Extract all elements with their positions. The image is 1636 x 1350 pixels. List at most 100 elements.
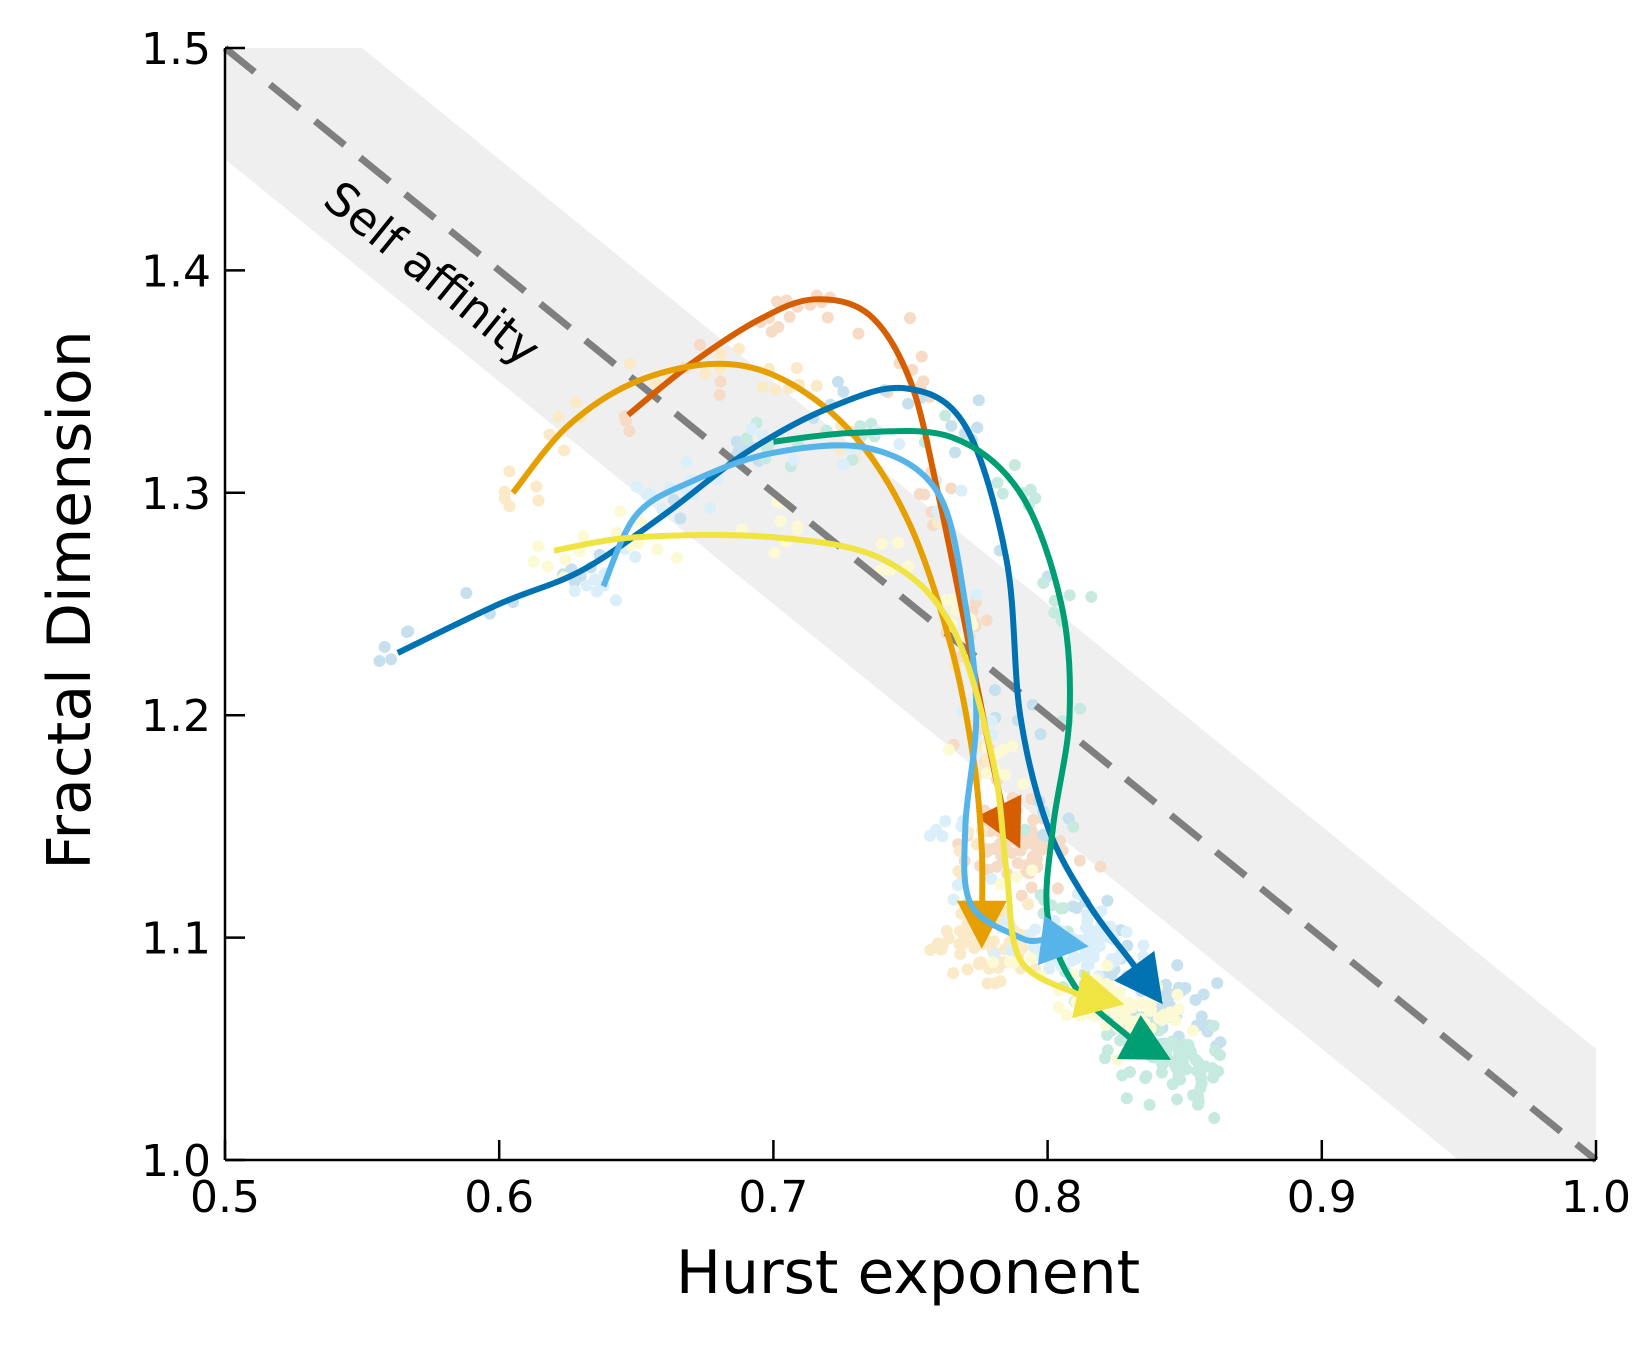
scatter-point	[1067, 951, 1080, 964]
scatter-point	[559, 553, 572, 566]
scatter-point	[1179, 981, 1192, 994]
scatter-point	[1133, 997, 1146, 1010]
scatter-point	[972, 958, 985, 971]
scatter-point	[1066, 900, 1079, 913]
y-tick-label: 1.5	[141, 24, 211, 75]
scatter-point	[1024, 483, 1037, 496]
scatter-point	[740, 432, 753, 445]
scatter-point	[1025, 952, 1038, 965]
scatter-point	[630, 480, 643, 493]
scatter-point	[939, 409, 952, 422]
scatter-point	[915, 350, 928, 363]
scatter-point	[1011, 857, 1024, 870]
scatter-point	[1212, 1065, 1225, 1078]
scatter-point	[402, 625, 415, 638]
scatter-point	[774, 514, 787, 527]
scatter-point	[643, 487, 656, 500]
scatter-point	[1120, 1092, 1133, 1105]
scatter-point	[942, 743, 955, 756]
scatter-point	[892, 536, 905, 549]
scatter-point	[1005, 846, 1018, 859]
y-tick-label: 1.4	[141, 246, 211, 297]
scatter-point	[1037, 828, 1050, 841]
scatter-point	[947, 893, 960, 906]
scatter-point	[1052, 1001, 1065, 1014]
scatter-point	[772, 321, 785, 334]
scatter-point	[1048, 606, 1061, 619]
scatter-point	[790, 361, 803, 374]
scatter-point	[1172, 1068, 1185, 1081]
scatter-point	[1140, 1070, 1153, 1083]
scatter-point	[1037, 576, 1050, 589]
scatter-point	[1145, 1004, 1158, 1017]
scatter-point	[1063, 589, 1076, 602]
scatter-point	[1123, 1066, 1136, 1079]
scatter-point	[629, 550, 642, 563]
scatter-point	[385, 653, 398, 666]
scatter-point	[994, 878, 1007, 891]
scatter-point	[756, 380, 769, 393]
scatter-point	[570, 396, 583, 409]
scatter-point	[730, 435, 743, 448]
scatter-point	[1172, 1003, 1185, 1016]
x-axis-label: Hurst exponent	[676, 1238, 1140, 1308]
scatter-point	[970, 588, 983, 601]
scatter-point	[989, 977, 1002, 990]
scatter-point	[939, 815, 952, 828]
scatter-point	[902, 397, 915, 410]
scatter-point	[373, 655, 386, 668]
scatter-point	[940, 594, 953, 607]
scatter-point	[460, 587, 473, 600]
scatter-point	[1026, 864, 1039, 877]
scatter-point	[929, 941, 942, 954]
scatter-point	[1194, 1071, 1207, 1084]
scatter-point	[893, 438, 906, 451]
scatter-point	[837, 458, 850, 471]
x-tick-label: 0.6	[464, 1172, 534, 1223]
series-arrowhead-5	[1037, 915, 1089, 966]
scatter-point	[1207, 1019, 1220, 1032]
scatter-point	[1017, 777, 1030, 790]
scatter-point	[875, 538, 888, 551]
y-axis-label: Fractal Dimension	[35, 330, 105, 870]
axes	[223, 46, 1598, 1162]
scatter-point	[1208, 1112, 1221, 1125]
scatter-point	[1094, 860, 1107, 873]
scatter-point	[1171, 988, 1184, 1001]
scatter-point	[745, 422, 758, 435]
scatter-point	[503, 465, 516, 478]
scatter-point	[954, 948, 967, 961]
series-arrowhead-6	[1072, 969, 1125, 1019]
scatter-point	[568, 585, 581, 598]
y-tick-label: 1.3	[141, 469, 211, 520]
scatter-point	[971, 421, 984, 434]
scatter-point	[1211, 977, 1224, 990]
scatter-point	[945, 482, 958, 495]
scatter-point	[1020, 837, 1033, 850]
scatter-point	[527, 555, 540, 568]
scatter-point	[1101, 959, 1114, 972]
scatter-point	[961, 963, 974, 976]
scatter-point	[1191, 1098, 1204, 1111]
scatter-point	[1073, 854, 1086, 867]
scatter-point	[903, 312, 916, 325]
scatter-point	[1153, 1012, 1166, 1025]
scatter-point	[614, 505, 627, 518]
scatter-point	[936, 830, 949, 843]
y-tick-label: 1.0	[141, 1136, 211, 1187]
y-tick-label: 1.2	[141, 691, 211, 742]
scatter-point	[980, 614, 993, 627]
scatter-point	[623, 424, 636, 437]
scatter-point	[989, 684, 1002, 697]
scatter-point	[609, 594, 622, 607]
scatter-point	[985, 714, 998, 727]
scatter-point	[768, 546, 781, 559]
scatter-point	[958, 929, 971, 942]
scatter-point	[732, 342, 745, 355]
scatter-point	[1027, 814, 1040, 827]
scatter-point	[1194, 1082, 1207, 1095]
scatter-point	[1091, 927, 1104, 940]
scatter-point	[949, 446, 962, 459]
scatter-point	[951, 879, 964, 892]
scatter-point	[1192, 1056, 1205, 1069]
